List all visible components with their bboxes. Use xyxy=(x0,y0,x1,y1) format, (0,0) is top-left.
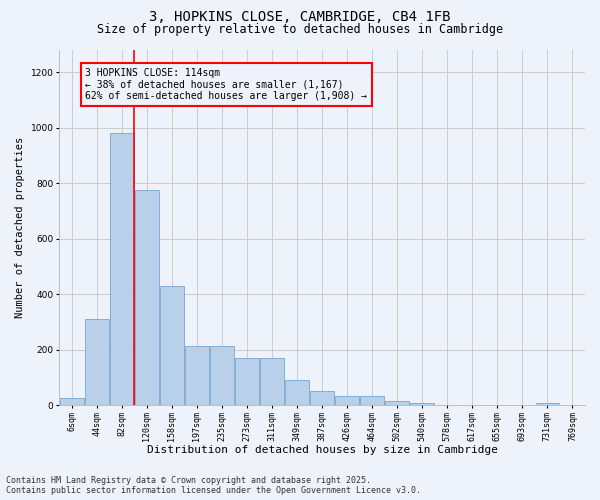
Bar xyxy=(185,346,209,406)
Text: 3, HOPKINS CLOSE, CAMBRIDGE, CB4 1FB: 3, HOPKINS CLOSE, CAMBRIDGE, CB4 1FB xyxy=(149,10,451,24)
Bar xyxy=(285,380,309,406)
Bar xyxy=(60,398,83,406)
X-axis label: Distribution of detached houses by size in Cambridge: Distribution of detached houses by size … xyxy=(146,445,497,455)
Bar xyxy=(135,190,158,406)
Bar xyxy=(536,402,559,406)
Bar xyxy=(85,319,109,406)
Text: Contains HM Land Registry data © Crown copyright and database right 2025.
Contai: Contains HM Land Registry data © Crown c… xyxy=(6,476,421,495)
Bar xyxy=(210,346,234,406)
Bar xyxy=(410,402,434,406)
Bar xyxy=(160,286,184,406)
Bar xyxy=(310,392,334,406)
Bar xyxy=(360,396,384,406)
Y-axis label: Number of detached properties: Number of detached properties xyxy=(15,137,25,318)
Bar xyxy=(335,396,359,406)
Bar xyxy=(110,134,134,406)
Bar xyxy=(385,401,409,406)
Text: Size of property relative to detached houses in Cambridge: Size of property relative to detached ho… xyxy=(97,22,503,36)
Bar xyxy=(235,358,259,406)
Text: 3 HOPKINS CLOSE: 114sqm
← 38% of detached houses are smaller (1,167)
62% of semi: 3 HOPKINS CLOSE: 114sqm ← 38% of detache… xyxy=(85,68,367,101)
Bar xyxy=(260,358,284,406)
